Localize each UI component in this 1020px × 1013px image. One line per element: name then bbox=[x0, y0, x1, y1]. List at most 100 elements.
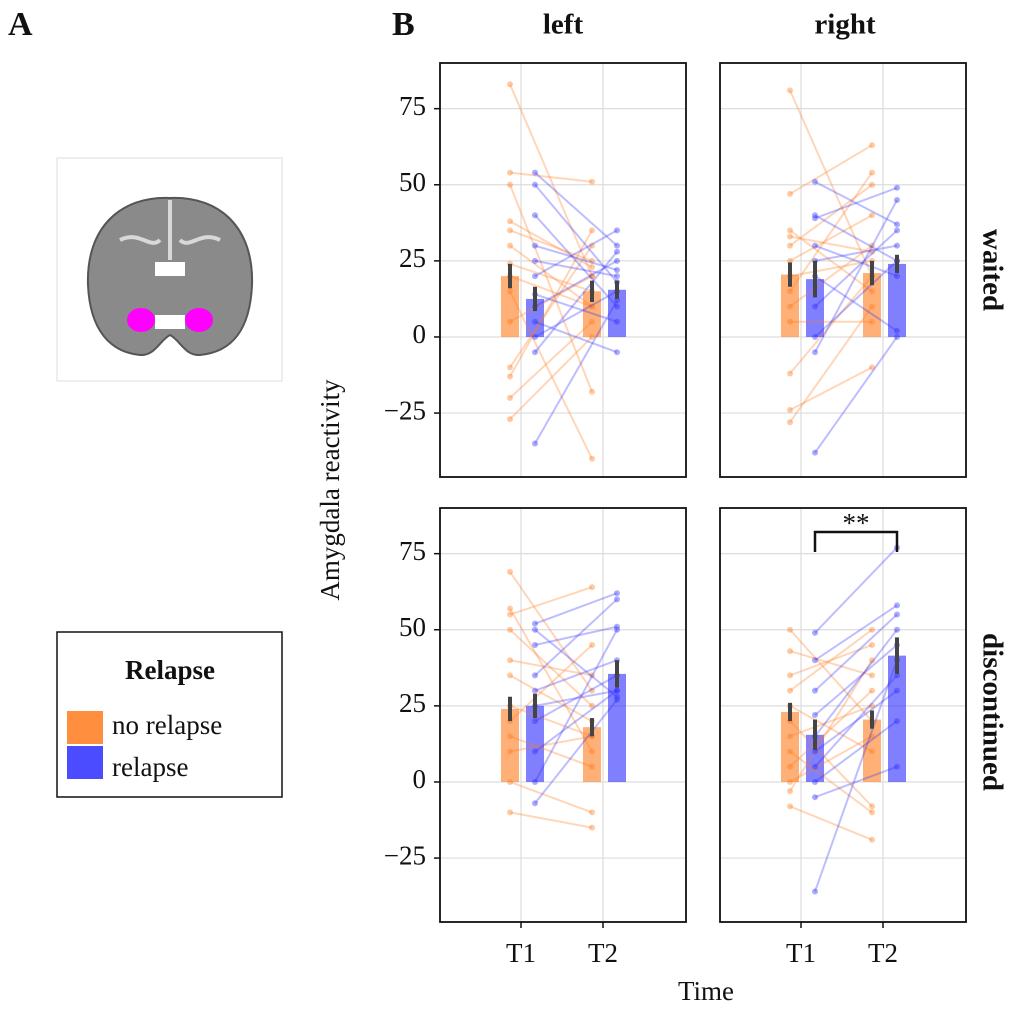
subject-point bbox=[507, 288, 513, 294]
subject-point bbox=[869, 304, 875, 310]
subject-point bbox=[614, 267, 620, 273]
y-tick-label: 25 bbox=[399, 243, 426, 273]
subject-point bbox=[787, 419, 793, 425]
subject-point bbox=[507, 612, 513, 618]
subject-point bbox=[812, 764, 818, 770]
subject-point bbox=[507, 182, 513, 188]
subject-point bbox=[787, 803, 793, 809]
x-tick-label: T2 bbox=[588, 938, 618, 968]
subject-point bbox=[787, 788, 793, 794]
subject-point bbox=[869, 182, 875, 188]
subject-point bbox=[787, 627, 793, 633]
subject-point bbox=[787, 672, 793, 678]
subject-point bbox=[532, 334, 538, 340]
subject-point bbox=[787, 764, 793, 770]
subject-point bbox=[812, 179, 818, 185]
subject-point bbox=[869, 749, 875, 755]
subject-point bbox=[812, 215, 818, 221]
subject-point bbox=[507, 364, 513, 370]
subject-point bbox=[589, 749, 595, 755]
annotation: ** bbox=[843, 508, 870, 538]
y-tick-label: 50 bbox=[399, 612, 426, 642]
subject-point bbox=[894, 243, 900, 249]
subject-point bbox=[787, 87, 793, 93]
subject-point bbox=[894, 185, 900, 191]
subject-point bbox=[869, 170, 875, 176]
subject-point bbox=[869, 688, 875, 694]
subject-point bbox=[589, 584, 595, 590]
panel: −25 0 25 50 75 bbox=[384, 63, 686, 477]
legend: Relapse no relapse relapse bbox=[57, 632, 282, 797]
subject-point bbox=[869, 837, 875, 843]
subject-point bbox=[614, 227, 620, 233]
subject-point bbox=[787, 688, 793, 694]
subject-point bbox=[614, 249, 620, 255]
subject-point bbox=[532, 621, 538, 627]
subject-point bbox=[589, 764, 595, 770]
panel-label: A bbox=[8, 6, 33, 43]
subject-point bbox=[507, 733, 513, 739]
subject-point bbox=[894, 612, 900, 618]
subject-point bbox=[507, 395, 513, 401]
x-tick-label: T1 bbox=[786, 938, 816, 968]
subject-point bbox=[812, 450, 818, 456]
subject-point bbox=[787, 243, 793, 249]
subject-point bbox=[894, 688, 900, 694]
subject-point bbox=[507, 779, 513, 785]
subject-point bbox=[812, 304, 818, 310]
subject-point bbox=[614, 319, 620, 325]
subject-point bbox=[589, 456, 595, 462]
legend-title: Relapse bbox=[125, 655, 215, 685]
subject-point bbox=[869, 142, 875, 148]
subject-point bbox=[532, 441, 538, 447]
subject-point bbox=[589, 319, 595, 325]
subject-point bbox=[532, 273, 538, 279]
y-tick-label: 0 bbox=[413, 319, 427, 349]
subject-point bbox=[507, 81, 513, 87]
y-tick-label: −25 bbox=[384, 395, 426, 425]
row-title: waited bbox=[976, 229, 1008, 311]
subject-point bbox=[507, 627, 513, 633]
subject-point bbox=[507, 218, 513, 224]
subject-point bbox=[507, 569, 513, 575]
subject-point bbox=[614, 688, 620, 694]
subject-point bbox=[532, 642, 538, 648]
subject-point bbox=[532, 749, 538, 755]
subject-point bbox=[507, 657, 513, 663]
panel-background bbox=[440, 508, 686, 922]
legend-swatch bbox=[67, 711, 103, 744]
subject-point bbox=[507, 605, 513, 611]
subject-point bbox=[589, 389, 595, 395]
subject-point bbox=[812, 794, 818, 800]
y-tick-label: 0 bbox=[413, 764, 427, 794]
subject-point bbox=[869, 803, 875, 809]
subject-point bbox=[812, 630, 818, 636]
panel-background bbox=[440, 63, 686, 477]
y-axis-label: Amygdala reactivity bbox=[315, 379, 345, 601]
subject-point bbox=[869, 288, 875, 294]
panel bbox=[720, 63, 966, 477]
subject-point bbox=[589, 227, 595, 233]
subject-point bbox=[507, 227, 513, 233]
subject-point bbox=[787, 304, 793, 310]
y-tick-label: 25 bbox=[399, 688, 426, 718]
subject-point bbox=[787, 749, 793, 755]
column-title: left bbox=[543, 9, 584, 41]
subject-point bbox=[614, 596, 620, 602]
subject-point bbox=[894, 764, 900, 770]
y-tick-label: 50 bbox=[399, 167, 426, 197]
column-title: right bbox=[814, 9, 876, 41]
subject-point bbox=[869, 319, 875, 325]
subject-point bbox=[507, 672, 513, 678]
y-tick-label: 75 bbox=[399, 91, 426, 121]
subject-point bbox=[787, 227, 793, 233]
subject-point bbox=[787, 733, 793, 739]
subject-point bbox=[532, 800, 538, 806]
brain-image bbox=[57, 158, 282, 381]
subject-point bbox=[589, 179, 595, 185]
row-title: discontinued bbox=[976, 633, 1008, 791]
subject-point bbox=[894, 602, 900, 608]
subject-point bbox=[589, 642, 595, 648]
x-tick-label: T1 bbox=[506, 938, 536, 968]
subject-point bbox=[812, 657, 818, 663]
